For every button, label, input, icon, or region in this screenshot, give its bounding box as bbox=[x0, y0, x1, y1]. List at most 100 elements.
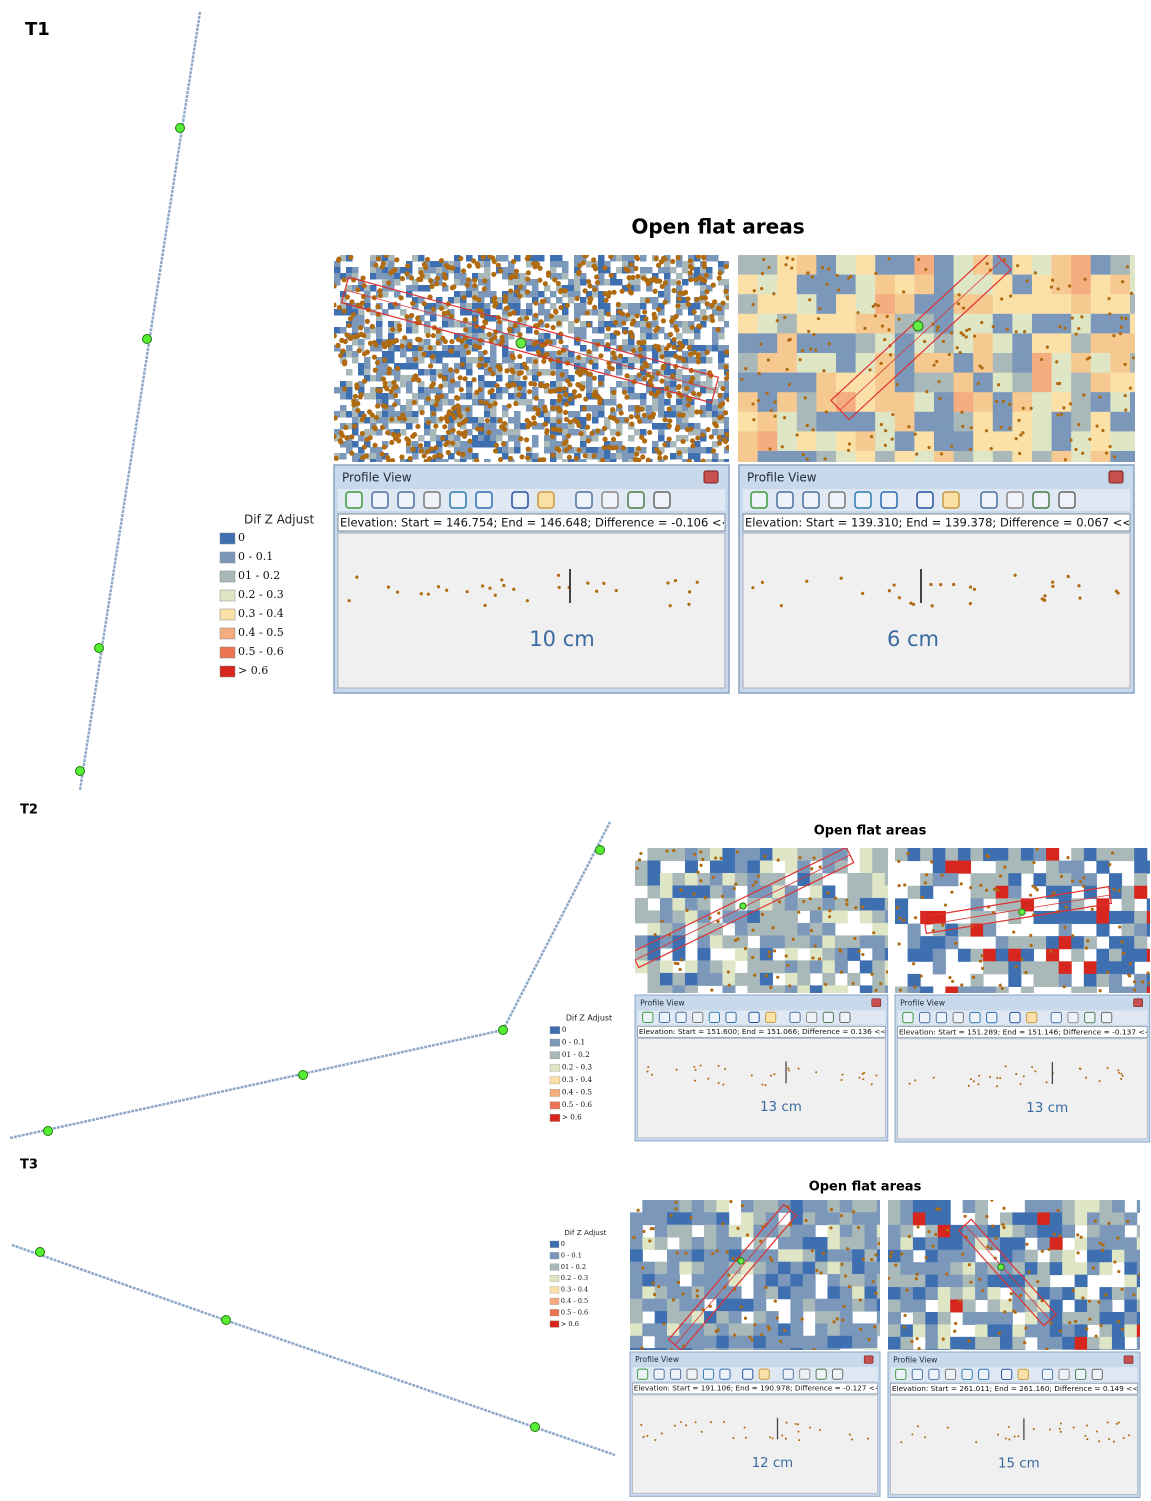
toolbar-button[interactable] bbox=[912, 1369, 922, 1379]
toolbar-button[interactable] bbox=[450, 492, 466, 508]
toolbar-button[interactable] bbox=[476, 492, 492, 508]
toolbar-button[interactable] bbox=[576, 492, 592, 508]
toolbar-button[interactable] bbox=[800, 1369, 810, 1379]
toolbar-button[interactable] bbox=[703, 1369, 713, 1379]
toolbar-button[interactable] bbox=[962, 1369, 972, 1379]
toolbar-button[interactable] bbox=[833, 1369, 843, 1379]
toolbar-button[interactable] bbox=[790, 1012, 800, 1022]
toolbar-button[interactable] bbox=[1085, 1012, 1095, 1022]
toolbar-button[interactable] bbox=[829, 492, 845, 508]
lidar-point bbox=[600, 458, 605, 463]
toolbar-button[interactable] bbox=[783, 1369, 793, 1379]
toolbar-button[interactable] bbox=[751, 492, 767, 508]
lidar-point bbox=[724, 264, 729, 269]
toolbar-button[interactable] bbox=[424, 492, 440, 508]
toolbar-button[interactable] bbox=[628, 492, 644, 508]
toolbar-button[interactable] bbox=[803, 492, 819, 508]
toolbar-button[interactable] bbox=[1042, 1369, 1052, 1379]
toolbar-button[interactable] bbox=[1007, 492, 1023, 508]
toolbar-button[interactable] bbox=[346, 492, 362, 508]
toolbar-button[interactable] bbox=[823, 1012, 833, 1022]
toolbar-button[interactable] bbox=[638, 1369, 648, 1379]
map-cell bbox=[692, 1200, 705, 1213]
toolbar-button[interactable] bbox=[970, 1012, 980, 1022]
toolbar-button[interactable] bbox=[1101, 1012, 1111, 1022]
toolbar-button[interactable] bbox=[726, 1012, 736, 1022]
toolbar-button[interactable] bbox=[945, 1369, 955, 1379]
lidar-point bbox=[1105, 451, 1108, 454]
toolbar-button[interactable] bbox=[676, 1012, 686, 1022]
lidar-point bbox=[1014, 1311, 1017, 1314]
toolbar-button[interactable] bbox=[807, 1012, 817, 1022]
toolbar-button[interactable] bbox=[979, 1369, 989, 1379]
toolbar-button[interactable] bbox=[881, 492, 897, 508]
map-cell bbox=[1059, 911, 1072, 924]
toolbar-button[interactable] bbox=[398, 492, 414, 508]
toolbar-button[interactable] bbox=[602, 492, 618, 508]
toolbar-button[interactable] bbox=[1059, 1369, 1069, 1379]
lidar-point bbox=[696, 1289, 699, 1292]
map-cell bbox=[556, 381, 563, 388]
toolbar-button[interactable] bbox=[659, 1012, 669, 1022]
toolbar-button[interactable] bbox=[1076, 1369, 1086, 1379]
close-button[interactable] bbox=[1124, 1356, 1133, 1364]
toolbar-button[interactable] bbox=[920, 1012, 930, 1022]
toolbar-button[interactable] bbox=[840, 1012, 850, 1022]
map-cell bbox=[908, 974, 921, 987]
toolbar-button[interactable] bbox=[743, 1369, 753, 1379]
toolbar-button[interactable] bbox=[372, 492, 388, 508]
toolbar-button[interactable] bbox=[643, 1012, 653, 1022]
toolbar-button[interactable] bbox=[709, 1012, 719, 1022]
toolbar-button[interactable] bbox=[943, 492, 959, 508]
toolbar-button[interactable] bbox=[1059, 492, 1075, 508]
close-button[interactable] bbox=[704, 471, 718, 483]
toolbar-button[interactable] bbox=[855, 492, 871, 508]
toolbar-button[interactable] bbox=[1018, 1369, 1028, 1379]
toolbar-button[interactable] bbox=[1068, 1012, 1078, 1022]
close-button[interactable] bbox=[872, 999, 881, 1007]
toolbar-button[interactable] bbox=[816, 1369, 826, 1379]
map-cell bbox=[685, 960, 698, 973]
toolbar-button[interactable] bbox=[654, 1369, 664, 1379]
toolbar-button[interactable] bbox=[903, 1012, 913, 1022]
toolbar-button[interactable] bbox=[1033, 492, 1049, 508]
toolbar-button[interactable] bbox=[777, 492, 793, 508]
toolbar-button[interactable] bbox=[929, 1369, 939, 1379]
lidar-point bbox=[616, 302, 621, 307]
toolbar-button[interactable] bbox=[936, 1012, 946, 1022]
toolbar-button[interactable] bbox=[896, 1369, 906, 1379]
map-cell bbox=[827, 1237, 840, 1250]
profile-point bbox=[1085, 1077, 1087, 1079]
toolbar-button[interactable] bbox=[687, 1369, 697, 1379]
close-button[interactable] bbox=[1109, 471, 1123, 483]
lidar-point bbox=[726, 445, 731, 450]
toolbar-button[interactable] bbox=[654, 492, 670, 508]
toolbar-button[interactable] bbox=[953, 1012, 963, 1022]
lidar-point bbox=[903, 1325, 906, 1328]
toolbar-button[interactable] bbox=[759, 1369, 769, 1379]
close-button[interactable] bbox=[1134, 999, 1143, 1007]
lidar-point bbox=[993, 888, 996, 891]
toolbar-button[interactable] bbox=[766, 1012, 776, 1022]
map-cell bbox=[460, 273, 467, 280]
lidar-point bbox=[429, 446, 434, 451]
toolbar-button[interactable] bbox=[1051, 1012, 1061, 1022]
toolbar-button[interactable] bbox=[749, 1012, 759, 1022]
map-cell bbox=[466, 303, 473, 310]
toolbar-button[interactable] bbox=[671, 1369, 681, 1379]
map-cell bbox=[704, 1237, 717, 1250]
toolbar-button[interactable] bbox=[981, 492, 997, 508]
toolbar-button[interactable] bbox=[987, 1012, 997, 1022]
map-cell bbox=[864, 1212, 877, 1225]
toolbar-button[interactable] bbox=[1027, 1012, 1037, 1022]
lidar-point bbox=[386, 370, 391, 375]
toolbar-button[interactable] bbox=[538, 492, 554, 508]
toolbar-button[interactable] bbox=[512, 492, 528, 508]
toolbar-button[interactable] bbox=[1010, 1012, 1020, 1022]
close-button[interactable] bbox=[864, 1356, 873, 1364]
toolbar-button[interactable] bbox=[693, 1012, 703, 1022]
toolbar-button[interactable] bbox=[720, 1369, 730, 1379]
toolbar-button[interactable] bbox=[917, 492, 933, 508]
toolbar-button[interactable] bbox=[1002, 1369, 1012, 1379]
toolbar-button[interactable] bbox=[1092, 1369, 1102, 1379]
